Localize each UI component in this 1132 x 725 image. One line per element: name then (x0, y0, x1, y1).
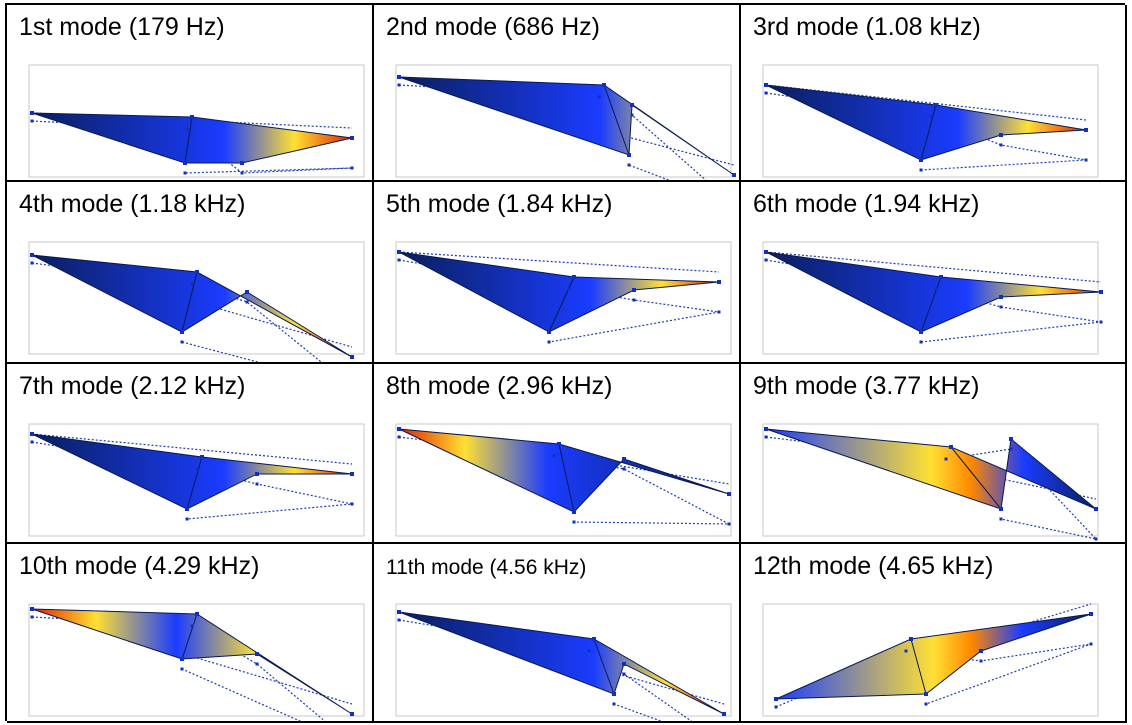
mode-cell-2: 2nd mode (686 Hz) (374, 5, 741, 182)
mode-cell-7: 7th mode (2.12 kHz) (7, 364, 374, 544)
mode-label: 4th mode (1.18 kHz) (19, 190, 246, 218)
mode-cell-5: 5th mode (1.84 kHz) (374, 182, 741, 364)
mode-cell-10: 10th mode (4.29 kHz) (7, 544, 374, 723)
mode-shape-plot (762, 603, 1099, 717)
mode-shape-plot (28, 64, 365, 178)
mode-cell-3: 3rd mode (1.08 kHz) (741, 5, 1127, 182)
mode-label: 5th mode (1.84 kHz) (386, 190, 613, 218)
mode-shape-plot (395, 241, 732, 355)
mode-label: 6th mode (1.94 kHz) (753, 190, 980, 218)
mode-shape-plot (395, 603, 732, 721)
mode-cell-12: 12th mode (4.65 kHz) (741, 544, 1127, 723)
mode-cell-1: 1st mode (179 Hz) (7, 5, 374, 182)
mode-shape-plot (762, 241, 1103, 355)
mode-label: 12th mode (4.65 kHz) (753, 552, 994, 580)
mode-label: 9th mode (3.77 kHz) (753, 372, 980, 400)
mode-label: 7th mode (2.12 kHz) (19, 372, 246, 400)
mode-label: 1st mode (179 Hz) (19, 13, 225, 41)
mode-cell-9: 9th mode (3.77 kHz) (741, 364, 1127, 544)
mode-shape-grid: 1st mode (179 Hz) 2nd mode (686 Hz) 3rd … (5, 3, 1127, 723)
mode-cell-11: 11th mode (4.56 kHz) (374, 544, 741, 723)
mode-cell-8: 8th mode (2.96 kHz) (374, 364, 741, 544)
mode-shape-plot (762, 423, 1099, 541)
mode-label: 10th mode (4.29 kHz) (19, 552, 260, 580)
mode-label: 3rd mode (1.08 kHz) (753, 13, 981, 41)
mode-shape-plot (395, 423, 732, 537)
mode-cell-4: 4th mode (1.18 kHz) (7, 182, 374, 364)
mode-label: 8th mode (2.96 kHz) (386, 372, 613, 400)
mode-label: 2nd mode (686 Hz) (386, 13, 601, 41)
mode-cell-6: 6th mode (1.94 kHz) (741, 182, 1127, 364)
mode-shape-plot (28, 241, 365, 362)
mode-shape-plot (395, 64, 736, 180)
mode-label: 11th mode (4.56 kHz) (386, 556, 587, 579)
mode-shape-plot (28, 603, 365, 721)
mode-shape-plot (28, 423, 365, 537)
mode-shape-plot (762, 64, 1099, 178)
